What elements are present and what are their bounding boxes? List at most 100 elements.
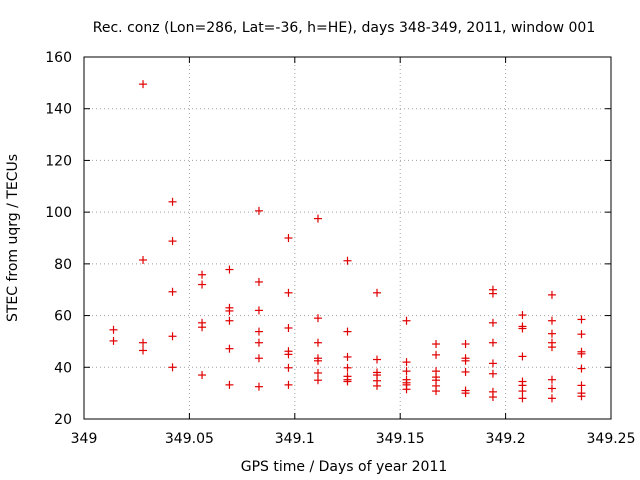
- data-point: [225, 316, 234, 325]
- data-point: [139, 346, 148, 355]
- data-point: [373, 355, 382, 364]
- data-point: [168, 197, 177, 206]
- data-point: [313, 356, 322, 365]
- y-tick-label: 100: [45, 205, 72, 221]
- data-point: [547, 343, 556, 352]
- data-point: [402, 367, 411, 376]
- data-point: [139, 338, 148, 347]
- data-point: [402, 385, 411, 394]
- data-point: [577, 330, 586, 339]
- y-tick-label: 60: [54, 309, 72, 325]
- data-point: [254, 338, 263, 347]
- data-point: [547, 375, 556, 384]
- data-point: [518, 394, 527, 403]
- data-point: [373, 381, 382, 390]
- data-point: [547, 394, 556, 403]
- y-tick-label: 20: [54, 412, 72, 428]
- data-point: [284, 323, 293, 332]
- data-point: [254, 277, 263, 286]
- data-point: [284, 380, 293, 389]
- data-point: [488, 393, 497, 402]
- y-tick-label: 140: [45, 102, 72, 118]
- x-tick-label: 349.2: [486, 431, 526, 447]
- data-point: [488, 359, 497, 368]
- data-point: [313, 376, 322, 385]
- x-axis-label: GPS time / Days of year 2011: [241, 459, 448, 475]
- data-point: [225, 265, 234, 274]
- data-point: [488, 289, 497, 298]
- data-point: [313, 314, 322, 323]
- x-tick-label: 349.1: [275, 431, 315, 447]
- data-point: [284, 363, 293, 372]
- data-point: [343, 377, 352, 386]
- data-point: [488, 369, 497, 378]
- data-point: [373, 288, 382, 297]
- chart-title: Rec. conz (Lon=286, Lat=-36, h=HE), days…: [93, 20, 595, 36]
- data-point: [139, 80, 148, 89]
- data-point: [518, 387, 527, 396]
- data-point: [518, 352, 527, 361]
- y-tick-label: 40: [54, 360, 72, 376]
- y-tick-label: 120: [45, 153, 72, 169]
- data-point: [343, 256, 352, 265]
- plot-frame: [83, 56, 612, 420]
- data-point: [518, 324, 527, 333]
- data-point: [198, 280, 207, 289]
- x-tick-label: 349.15: [376, 431, 425, 447]
- data-point: [313, 338, 322, 347]
- data-point: [313, 368, 322, 377]
- data-point: [198, 270, 207, 279]
- x-tick-label: 349.05: [165, 431, 214, 447]
- data-point: [198, 371, 207, 380]
- data-point: [254, 327, 263, 336]
- data-point: [254, 206, 263, 215]
- y-tick-label: 160: [45, 50, 72, 66]
- data-point: [225, 380, 234, 389]
- data-point: [254, 354, 263, 363]
- data-point: [198, 323, 207, 332]
- data-point: [254, 382, 263, 391]
- data-point: [577, 349, 586, 358]
- data-points: [109, 80, 586, 403]
- data-point: [547, 329, 556, 338]
- data-point: [577, 315, 586, 324]
- data-point: [109, 325, 118, 334]
- data-point: [547, 290, 556, 299]
- data-point: [168, 363, 177, 372]
- grid-lines: [84, 57, 611, 419]
- data-point: [343, 363, 352, 372]
- axis-ticks: 349 349.05 349.1 349.15 349.2 349.25 20 40 60 80 1…: [45, 50, 635, 447]
- data-point: [343, 327, 352, 336]
- data-point: [547, 316, 556, 325]
- data-point: [402, 358, 411, 367]
- data-point: [225, 344, 234, 353]
- data-point: [432, 340, 441, 349]
- data-point: [139, 255, 148, 264]
- data-point: [488, 318, 497, 327]
- data-point: [284, 350, 293, 359]
- x-tick-label: 349: [71, 431, 98, 447]
- data-point: [432, 350, 441, 359]
- data-point: [577, 364, 586, 373]
- data-point: [432, 387, 441, 396]
- x-tick-label: 349.25: [587, 431, 636, 447]
- data-point: [577, 381, 586, 390]
- data-point: [461, 356, 470, 365]
- y-tick-label: 80: [54, 257, 72, 273]
- data-point: [402, 316, 411, 325]
- data-point: [225, 306, 234, 315]
- data-point: [254, 306, 263, 315]
- data-point: [547, 384, 556, 393]
- data-point: [168, 332, 177, 341]
- data-point: [343, 352, 352, 361]
- data-point: [461, 367, 470, 376]
- data-point: [488, 338, 497, 347]
- data-point: [577, 392, 586, 401]
- data-point: [168, 237, 177, 246]
- data-point: [284, 234, 293, 242]
- data-point: [313, 214, 322, 223]
- data-point: [461, 340, 470, 349]
- data-point: [109, 336, 118, 345]
- y-axis-label: STEC from uqrg / TECUs: [5, 154, 21, 322]
